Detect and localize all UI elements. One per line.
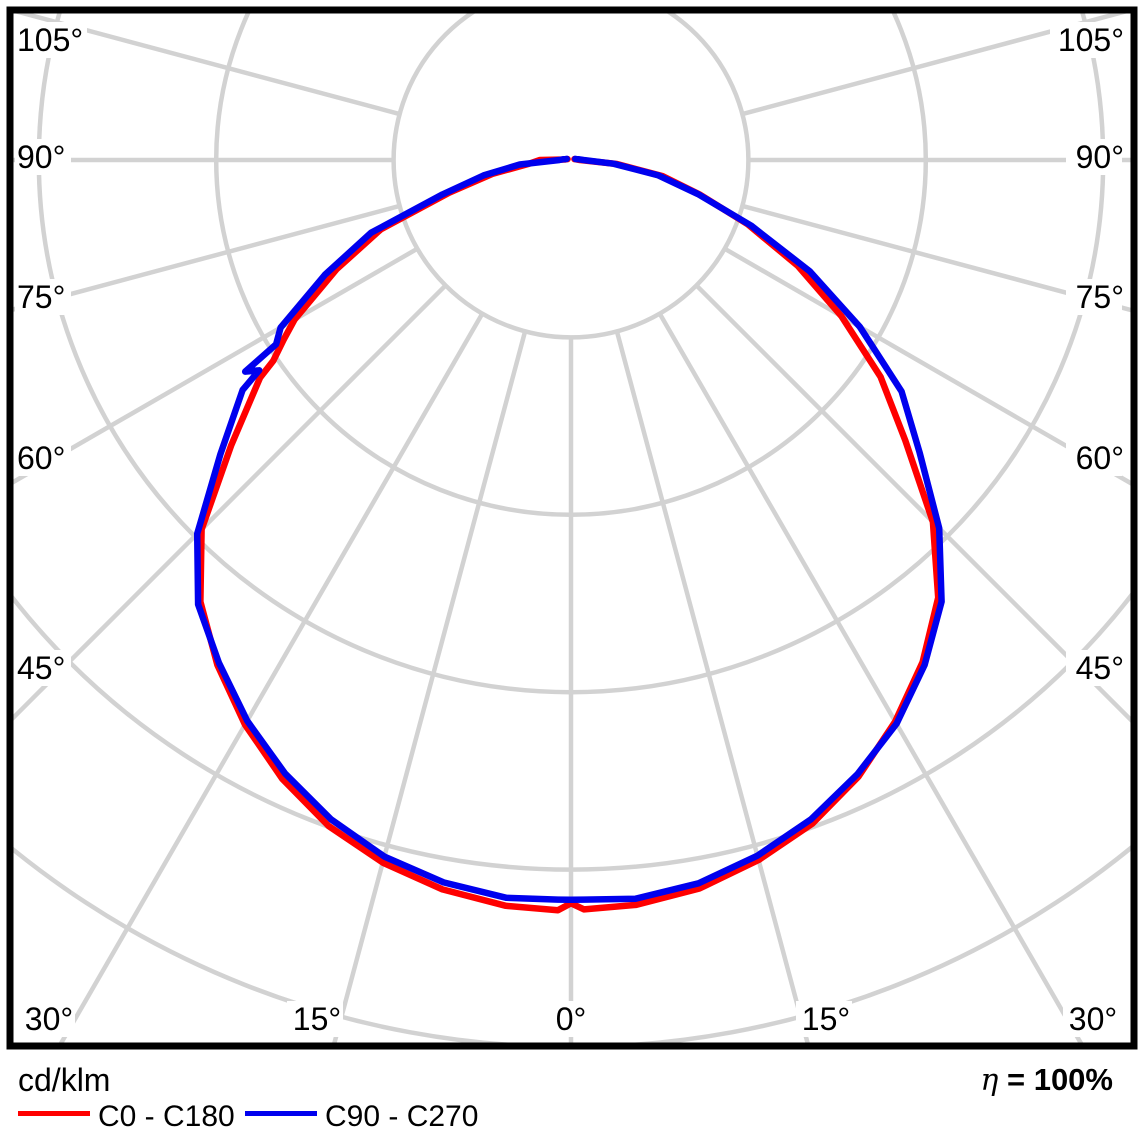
angle-label-right-75°: 75° [1076, 279, 1124, 315]
chart-frame [6, 6, 1138, 1050]
angle-label-right-105°: 105° [1058, 22, 1124, 58]
angle-label-left-45°: 45° [17, 650, 65, 686]
eta-value: = 100% [998, 1062, 1113, 1097]
eta-symbol: η [980, 1063, 999, 1098]
angle-label-bottom-15°: 15° [802, 1001, 850, 1037]
angle-label-bottom-15°: 15° [293, 1001, 341, 1037]
angle-label-left-60°: 60° [17, 440, 65, 476]
angle-label-bottom-0°: 0° [556, 1001, 587, 1037]
legend-line-c0-c180 [18, 1111, 90, 1116]
angle-label-bottom-30°: 30° [1069, 1001, 1117, 1037]
angle-label-left-75°: 75° [17, 279, 65, 315]
angle-label-bottom-30°: 30° [25, 1001, 73, 1037]
legend-line-c90-c270 [245, 1111, 317, 1116]
legend-label-c90-c270: C90 - C270 [325, 1100, 479, 1133]
radial-unit-label: cd/klm [18, 1062, 111, 1098]
curve-c90-c270 [193, 155, 945, 904]
angle-label-right-45°: 45° [1076, 650, 1124, 686]
angle-label-right-90°: 90° [1076, 139, 1124, 175]
angle-label-left-105°: 105° [17, 22, 83, 58]
angle-label-right-60°: 60° [1076, 440, 1124, 476]
light-output-ratio: η = 100% [980, 1062, 1113, 1098]
angle-label-left-90°: 90° [17, 139, 65, 175]
legend-label-c0-c180: C0 - C180 [98, 1100, 235, 1133]
